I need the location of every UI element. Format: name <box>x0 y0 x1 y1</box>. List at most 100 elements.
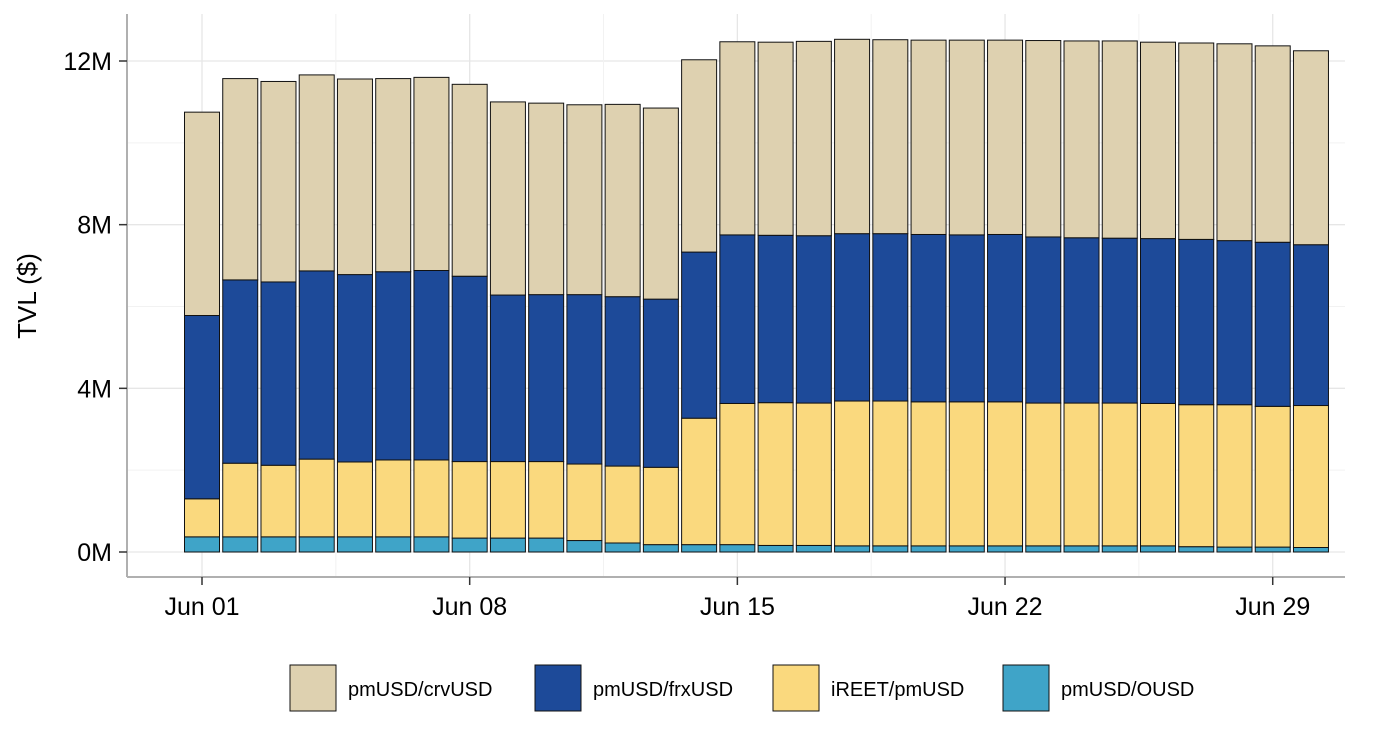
bar-segment <box>489 537 526 553</box>
bar-segment <box>1178 42 1215 240</box>
bar-segment <box>1254 241 1291 407</box>
legend-swatch <box>1002 664 1050 712</box>
bar-segment <box>222 462 259 538</box>
bar-segment <box>834 233 871 402</box>
x-tick-label: Jun 01 <box>164 593 239 621</box>
bar-segment <box>260 80 297 283</box>
bar-segment <box>1025 236 1062 404</box>
bar-segment <box>1178 404 1215 548</box>
bar-segment <box>719 234 756 404</box>
bar-segment <box>184 315 220 500</box>
bar-segment <box>413 269 450 461</box>
legend-label: pmUSD/OUSD <box>1061 679 1194 701</box>
bar-segment <box>1216 43 1253 242</box>
bar-segment <box>987 545 1024 553</box>
bar-segment <box>184 536 220 553</box>
bar-segment <box>1216 546 1253 553</box>
bar-segment <box>681 544 718 553</box>
legend: pmUSD/crvUSD pmUSD/frxUSD iREET/pmUSD pmUSD… <box>289 664 1194 712</box>
legend-swatch <box>534 664 582 712</box>
bar-segment <box>834 400 871 547</box>
bar-segment <box>1292 405 1329 548</box>
bar-segment <box>375 536 412 553</box>
bar-segment <box>719 544 756 553</box>
bar-segment <box>910 545 947 553</box>
axes <box>126 14 1345 578</box>
x-tick-label: Jun 08 <box>432 593 507 621</box>
legend-item: pmUSD/crvUSD <box>289 664 492 712</box>
bar-segment <box>260 464 297 538</box>
bar-segment <box>1025 402 1062 547</box>
bar-segment <box>757 402 794 546</box>
bar-segment <box>451 83 488 277</box>
bar-segment <box>260 536 297 553</box>
bar-segment <box>757 544 794 553</box>
bar-segment <box>528 537 565 553</box>
bar-segment <box>413 76 450 272</box>
bar-segment <box>681 417 718 546</box>
bar-segment <box>298 74 335 272</box>
bar-segment <box>222 279 259 464</box>
bar-segment <box>489 294 526 463</box>
bar-segment <box>413 459 450 538</box>
bar-segment <box>795 544 832 553</box>
bar-segment <box>642 298 679 468</box>
bar-segment <box>795 402 832 546</box>
bar-segment <box>375 78 412 273</box>
bar-segment <box>1101 237 1138 404</box>
bar-segment <box>451 275 488 463</box>
bar-segment <box>987 401 1024 547</box>
bar-segment <box>528 294 565 463</box>
bar-segment <box>1025 545 1062 553</box>
bar-segment <box>795 40 832 237</box>
bar-segment <box>719 41 756 236</box>
bar-segment <box>451 537 488 553</box>
bar-segment <box>757 41 794 236</box>
bar-segment <box>375 459 412 538</box>
bar-segment <box>336 536 373 553</box>
bar-segment <box>222 536 259 553</box>
bar-segment <box>872 39 909 235</box>
bar-segment <box>1254 405 1291 548</box>
bar-segment <box>642 107 679 300</box>
bar-segment <box>1178 238 1215 406</box>
bar-segment <box>1063 545 1100 553</box>
bar-segment <box>872 545 909 553</box>
bar-segment <box>872 233 909 402</box>
bar-segment <box>566 540 603 553</box>
bar-segment <box>948 401 985 547</box>
legend-item: pmUSD/frxUSD <box>534 664 733 712</box>
bar-segment <box>987 39 1024 235</box>
y-tick-label: 12M <box>63 48 112 76</box>
bar-segment <box>413 536 450 553</box>
bar-segment <box>910 233 947 403</box>
bar-segment <box>872 400 909 547</box>
legend-label: pmUSD/crvUSD <box>348 679 492 701</box>
bar-segment <box>1292 244 1329 407</box>
y-tick-label: 4M <box>77 375 112 403</box>
y-tick-label: 8M <box>77 212 112 240</box>
bar-segment <box>642 544 679 553</box>
legend-swatch <box>772 664 820 712</box>
bar-segment <box>1025 40 1062 238</box>
bar-segment <box>604 103 641 298</box>
bar-segment <box>642 466 679 546</box>
bar-segment <box>604 542 641 553</box>
bar-segment <box>795 235 832 404</box>
bar-segment <box>1063 40 1100 239</box>
bar-segment <box>1063 237 1100 404</box>
bar-segment <box>948 234 985 403</box>
bar-segment <box>1216 404 1253 548</box>
x-tick-label: Jun 15 <box>700 593 775 621</box>
bar-segment <box>489 101 526 296</box>
bar-segment <box>451 461 488 539</box>
bar-segment <box>222 78 259 281</box>
bar-segment <box>1140 41 1176 240</box>
legend-label: pmUSD/frxUSD <box>593 679 733 701</box>
bar-segment <box>1216 240 1253 406</box>
bar-segment <box>298 270 335 460</box>
bar-segment <box>757 234 794 404</box>
bar-segment <box>948 39 985 236</box>
bar-segment <box>336 274 373 463</box>
legend-swatch <box>289 664 337 712</box>
